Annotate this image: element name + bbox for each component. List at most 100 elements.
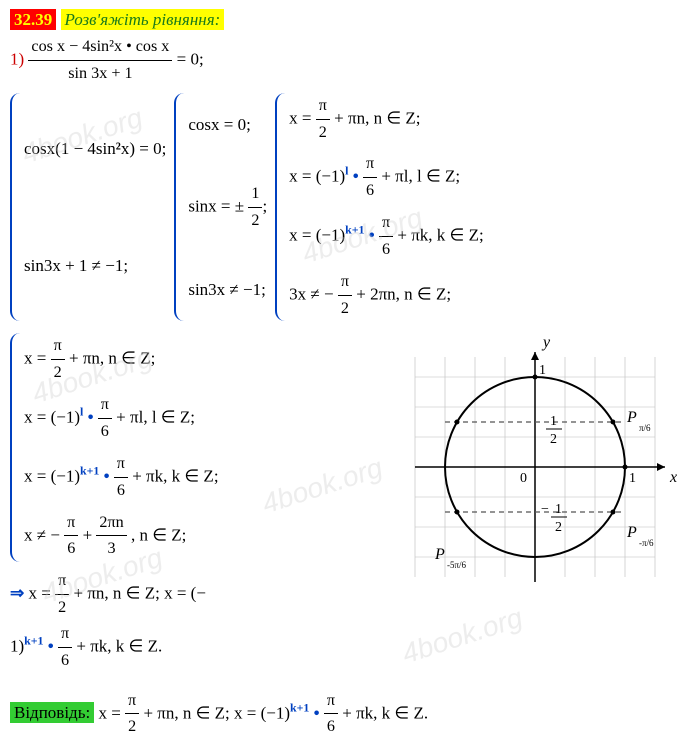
brace-icon bbox=[10, 93, 20, 322]
sys3-a: x = π2 + πn, n ∈ Z; bbox=[289, 93, 484, 146]
t: + πl, l ∈ Z; bbox=[116, 407, 195, 426]
d: 3 bbox=[96, 536, 126, 562]
brace-icon bbox=[10, 333, 20, 562]
answer-row: Відповідь: x = π2 + πn, n ∈ Z; x = (−1)k… bbox=[10, 688, 685, 741]
axis-y-label: y bbox=[541, 334, 551, 351]
sys2-c: sin3x ≠ −1; bbox=[188, 276, 267, 303]
t: x = (−1) bbox=[24, 466, 80, 485]
svg-text:1: 1 bbox=[550, 414, 557, 429]
svg-text:2: 2 bbox=[550, 432, 557, 447]
dot: • bbox=[48, 636, 58, 655]
svg-text:P: P bbox=[626, 524, 637, 541]
exp: l bbox=[345, 164, 348, 178]
num: 1 bbox=[248, 181, 262, 208]
d: 6 bbox=[324, 714, 338, 740]
sys4-a: x = π2 + πn, n ∈ Z; bbox=[24, 333, 219, 386]
systems-row-2: x = π2 + πn, n ∈ Z; x = (−1)l • π6 + πl,… bbox=[10, 327, 685, 673]
conclusion-2: 1)k+1 • π6 + πk, k ∈ Z. bbox=[10, 621, 219, 674]
d: 6 bbox=[114, 478, 128, 504]
unit-circle-diagram: y x 0 1 1 1 2 − 1 2 P π/6 P -π/6 P -5π/6 bbox=[395, 327, 685, 673]
dot: • bbox=[353, 167, 363, 186]
sys3-b: x = (−1)l • π6 + πl, l ∈ Z; bbox=[289, 151, 484, 204]
svg-text:1: 1 bbox=[555, 502, 562, 517]
t: 1) bbox=[10, 636, 24, 655]
eq-numerator: cos x − 4sin²x • cos x bbox=[28, 34, 172, 61]
answer-label: Відповідь: bbox=[10, 702, 94, 723]
conclusion-1: ⇒ x = π2 + πn, n ∈ Z; x = (− bbox=[10, 568, 219, 621]
main-equation: 1) cos x − 4sin²x • cos x sin 3x + 1 = 0… bbox=[10, 34, 685, 87]
n: π bbox=[363, 151, 377, 178]
brace-icon bbox=[174, 93, 184, 322]
n: π bbox=[64, 510, 78, 537]
t: + 2πn, n ∈ Z; bbox=[356, 284, 451, 303]
brace-icon bbox=[275, 93, 285, 322]
text: ; bbox=[262, 196, 267, 215]
exp: k+1 bbox=[24, 633, 43, 647]
n: π bbox=[58, 621, 72, 648]
t: + πl, l ∈ Z; bbox=[381, 167, 460, 186]
d: 6 bbox=[379, 237, 393, 263]
t: x = (−1) bbox=[24, 407, 80, 426]
n: π bbox=[55, 568, 69, 595]
eq-denominator: sin 3x + 1 bbox=[28, 61, 172, 87]
sys2-b: sinx = ± 12; bbox=[188, 181, 267, 234]
sys3-c: x = (−1)k+1 • π6 + πk, k ∈ Z; bbox=[289, 210, 484, 263]
n: π bbox=[324, 688, 338, 715]
t: x ≠ − bbox=[24, 525, 64, 544]
t: x = bbox=[98, 703, 125, 722]
svg-text:-5π/6: -5π/6 bbox=[447, 560, 467, 570]
axis-x-label: x bbox=[669, 469, 677, 486]
t: + πk, k ∈ Z. bbox=[76, 636, 162, 655]
t: x = (−1) bbox=[289, 225, 345, 244]
one-y-label: 1 bbox=[539, 363, 546, 378]
t: x = bbox=[24, 349, 51, 368]
t: 3x ≠ − bbox=[289, 284, 338, 303]
sys4-d: x ≠ − π6 + 2πn3 , n ∈ Z; bbox=[24, 510, 219, 563]
t: + πk, k ∈ Z; bbox=[397, 225, 483, 244]
d: 6 bbox=[363, 178, 377, 204]
origin-label: 0 bbox=[520, 471, 527, 486]
exercise-title: 32.39 Розв'яжіть рівняння: bbox=[10, 10, 685, 30]
sys3-d: 3x ≠ − π2 + 2πn, n ∈ Z; bbox=[289, 269, 484, 322]
d: 2 bbox=[55, 595, 69, 621]
sys4-c: x = (−1)k+1 • π6 + πk, k ∈ Z; bbox=[24, 451, 219, 504]
svg-text:P: P bbox=[626, 409, 637, 426]
arrow-icon: ⇒ bbox=[10, 583, 29, 602]
eq-rhs: = 0; bbox=[177, 49, 204, 68]
d: 6 bbox=[98, 419, 112, 445]
t: + πn, n ∈ Z; x = (− bbox=[74, 583, 206, 602]
sys1-a: cosx(1 − 4sin²x) = 0; bbox=[24, 135, 166, 162]
item-index: 1) bbox=[10, 49, 24, 68]
t: + πk, k ∈ Z; bbox=[132, 466, 218, 485]
svg-text:π/6: π/6 bbox=[639, 423, 651, 433]
d: 6 bbox=[64, 536, 78, 562]
n: 2πn bbox=[96, 510, 126, 537]
exp: l bbox=[80, 405, 83, 419]
sys1-b: sin3x + 1 ≠ −1; bbox=[24, 252, 166, 279]
n: π bbox=[338, 269, 352, 296]
t: x = (−1) bbox=[289, 167, 345, 186]
dot: • bbox=[314, 703, 324, 722]
n: π bbox=[51, 333, 65, 360]
t: x = bbox=[289, 108, 316, 127]
exercise-text: Розв'яжіть рівняння: bbox=[61, 9, 225, 30]
sys4-b: x = (−1)l • π6 + πl, l ∈ Z; bbox=[24, 392, 219, 445]
t: x = bbox=[29, 583, 56, 602]
n: π bbox=[98, 392, 112, 419]
d: 2 bbox=[51, 360, 65, 386]
n: π bbox=[125, 688, 139, 715]
exp: k+1 bbox=[345, 223, 364, 237]
dot: • bbox=[104, 466, 114, 485]
t: , n ∈ Z; bbox=[131, 525, 186, 544]
exercise-number: 32.39 bbox=[10, 9, 56, 30]
svg-text:−: − bbox=[541, 502, 549, 517]
svg-text:-π/6: -π/6 bbox=[639, 538, 654, 548]
d: 2 bbox=[125, 714, 139, 740]
d: 6 bbox=[58, 648, 72, 674]
exp: k+1 bbox=[290, 700, 309, 714]
svg-text:2: 2 bbox=[555, 520, 562, 535]
t: + πn, n ∈ Z; x = (−1) bbox=[143, 703, 290, 722]
n: π bbox=[114, 451, 128, 478]
dot: • bbox=[369, 225, 379, 244]
systems-row-1: cosx(1 − 4sin²x) = 0; sin3x + 1 ≠ −1; co… bbox=[10, 87, 685, 328]
